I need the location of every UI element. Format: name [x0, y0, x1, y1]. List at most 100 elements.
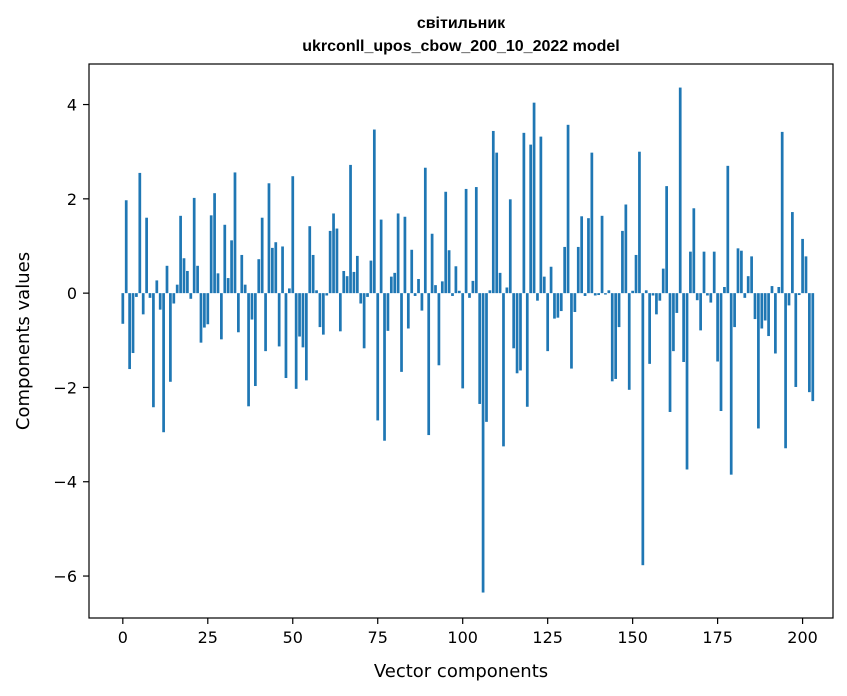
bar [495, 152, 499, 294]
bar [556, 293, 560, 318]
bar [403, 216, 407, 294]
bar [532, 102, 536, 294]
x-tick-label: 175 [702, 628, 733, 647]
bar [644, 290, 648, 294]
bar [614, 293, 618, 379]
bar [444, 191, 448, 294]
bar [451, 293, 454, 296]
bar [553, 293, 556, 319]
bar [148, 293, 152, 298]
bar [321, 293, 325, 335]
bar [587, 218, 590, 294]
bar [804, 256, 808, 294]
bar [284, 293, 288, 379]
bar [784, 293, 787, 449]
bar [223, 224, 227, 294]
bar [386, 293, 390, 331]
bar [498, 272, 502, 294]
bar [457, 290, 461, 294]
bar [723, 287, 726, 294]
bar [536, 293, 539, 301]
plot-frame [88, 63, 834, 619]
bar [787, 293, 791, 306]
bar [420, 293, 424, 311]
bar [393, 272, 397, 294]
bar [464, 188, 468, 294]
bar [230, 240, 233, 294]
bar [192, 197, 196, 294]
bar [570, 293, 573, 369]
bar [627, 293, 631, 390]
bar [175, 284, 179, 294]
bar [706, 293, 709, 296]
x-tick-label: 100 [447, 628, 478, 647]
bar [522, 132, 526, 294]
bar [141, 293, 145, 315]
bar [158, 293, 162, 310]
bar [529, 144, 533, 294]
bar [345, 276, 349, 294]
bar [485, 293, 488, 422]
bar [471, 280, 475, 294]
bar [182, 258, 186, 294]
bar [240, 254, 244, 294]
bar [379, 219, 383, 294]
bar [590, 152, 594, 294]
bar [763, 293, 767, 321]
bar [226, 278, 230, 294]
bar [648, 293, 651, 364]
bar [549, 266, 553, 294]
bar [719, 293, 723, 412]
bar [624, 204, 628, 294]
bar [304, 293, 308, 381]
bar [308, 226, 312, 294]
bar [355, 255, 359, 294]
bar [512, 293, 516, 349]
bar [468, 293, 471, 298]
bar [760, 293, 764, 329]
y-tick-label: −6 [53, 567, 77, 586]
bar [546, 293, 550, 352]
bar [325, 293, 329, 296]
bar [233, 172, 237, 294]
bar [699, 293, 702, 331]
y-tick-label: −2 [53, 378, 77, 397]
bar [186, 270, 189, 294]
y-axis-label: Components values [13, 252, 34, 430]
bar [250, 293, 254, 320]
bar [199, 293, 203, 343]
bar [740, 250, 743, 294]
bar [661, 268, 665, 294]
bar [362, 293, 366, 349]
bar [383, 293, 386, 441]
bar [610, 293, 614, 382]
bar [281, 246, 284, 294]
bar [593, 293, 597, 296]
bar [600, 215, 604, 294]
y-tick-label: 4 [67, 96, 77, 115]
bar [770, 286, 774, 294]
bar [651, 293, 655, 296]
bar [237, 293, 240, 333]
bar [169, 293, 172, 382]
bar [437, 293, 441, 366]
bar [488, 290, 492, 294]
bar [243, 284, 247, 294]
bar [338, 293, 342, 332]
bar [797, 293, 801, 296]
bar [179, 215, 182, 294]
bar [672, 293, 675, 352]
bar [491, 130, 495, 294]
bar [757, 293, 760, 429]
bar [138, 172, 142, 294]
bar [631, 290, 634, 294]
bar [332, 213, 335, 294]
y-tick-label: 2 [67, 190, 77, 209]
x-tick-label: 150 [617, 628, 648, 647]
bar [121, 293, 125, 324]
bar [396, 213, 400, 294]
bar [583, 293, 587, 296]
bar [641, 293, 645, 566]
